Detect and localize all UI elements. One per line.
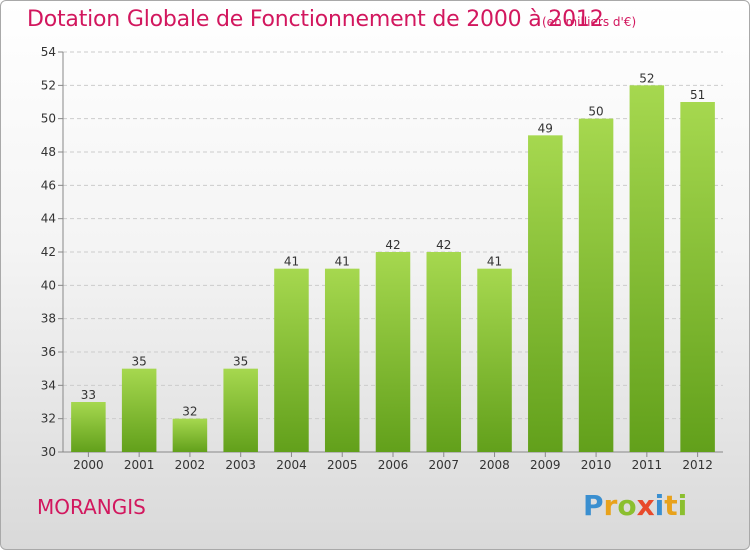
- y-tick-label: 30: [41, 445, 56, 459]
- logo-letter: i: [677, 489, 688, 522]
- bar: [426, 252, 462, 452]
- x-tick-label: 2012: [682, 458, 713, 472]
- bar-value-label: 41: [487, 255, 502, 269]
- bar: [71, 402, 106, 452]
- proxiti-logo: Proxiti: [583, 489, 687, 522]
- bar-value-label: 41: [335, 255, 350, 269]
- bar: [172, 418, 208, 452]
- x-tick-label: 2000: [73, 458, 104, 472]
- logo-letter: x: [636, 489, 655, 522]
- logo-letter: i: [654, 489, 665, 522]
- x-tick-label: 2006: [378, 458, 409, 472]
- bar-value-label: 42: [385, 238, 400, 252]
- chart-unit: (en milliers d'€): [542, 15, 637, 29]
- bar-value-label: 42: [436, 238, 451, 252]
- y-tick-label: 46: [41, 178, 56, 192]
- logo-letter: P: [583, 489, 604, 522]
- x-tick-label: 2009: [530, 458, 561, 472]
- bar-value-label: 35: [132, 355, 147, 369]
- y-tick-label: 52: [41, 78, 56, 92]
- y-tick-label: 38: [41, 312, 56, 326]
- chart-title: Dotation Globale de Fonctionnement de 20…: [27, 7, 604, 32]
- commune-name: MORANGIS: [37, 495, 146, 519]
- bar: [121, 368, 157, 452]
- bar-value-label: 51: [690, 88, 705, 102]
- bar: [477, 268, 512, 452]
- y-tick-label: 32: [41, 412, 56, 426]
- bar-value-label: 52: [639, 71, 654, 85]
- logo-letter: t: [664, 489, 678, 522]
- bar: [578, 118, 614, 453]
- y-tick-label: 40: [41, 278, 56, 292]
- x-tick-label: 2007: [428, 458, 459, 472]
- bar: [324, 268, 360, 452]
- x-tick-label: 2004: [276, 458, 307, 472]
- bar-value-label: 41: [284, 255, 299, 269]
- bar-value-label: 35: [233, 355, 248, 369]
- bar: [528, 135, 563, 453]
- bar-value-label: 49: [538, 121, 553, 135]
- y-tick-label: 36: [41, 345, 56, 359]
- y-tick-label: 44: [41, 212, 56, 226]
- y-tick-label: 34: [41, 378, 56, 392]
- y-tick-label: 50: [41, 112, 56, 126]
- x-tick-label: 2010: [581, 458, 612, 472]
- bars: [71, 85, 715, 453]
- x-tick-label: 2011: [632, 458, 663, 472]
- bar: [629, 85, 665, 452]
- y-tick-label: 48: [41, 145, 56, 159]
- logo-letter: r: [603, 489, 618, 522]
- data-labels: 33 35 32 35 41 41 42 42 41 49 50 52 51: [81, 71, 706, 418]
- bar-value-label: 32: [182, 405, 197, 419]
- bar: [375, 252, 411, 452]
- bar: [223, 368, 258, 452]
- logo-letter: o: [617, 489, 637, 522]
- bar-value-label: 33: [81, 388, 96, 402]
- y-tick-label: 54: [41, 45, 56, 59]
- bar: [680, 102, 715, 452]
- bar-value-label: 50: [588, 105, 603, 119]
- x-tick-label: 2003: [225, 458, 256, 472]
- x-tick-label: 2002: [175, 458, 206, 472]
- bar: [274, 268, 309, 452]
- x-tick-label: 2008: [479, 458, 510, 472]
- x-tick-label: 2005: [327, 458, 358, 472]
- y-tick-label: 42: [41, 245, 56, 259]
- x-tick-label: 2001: [124, 458, 155, 472]
